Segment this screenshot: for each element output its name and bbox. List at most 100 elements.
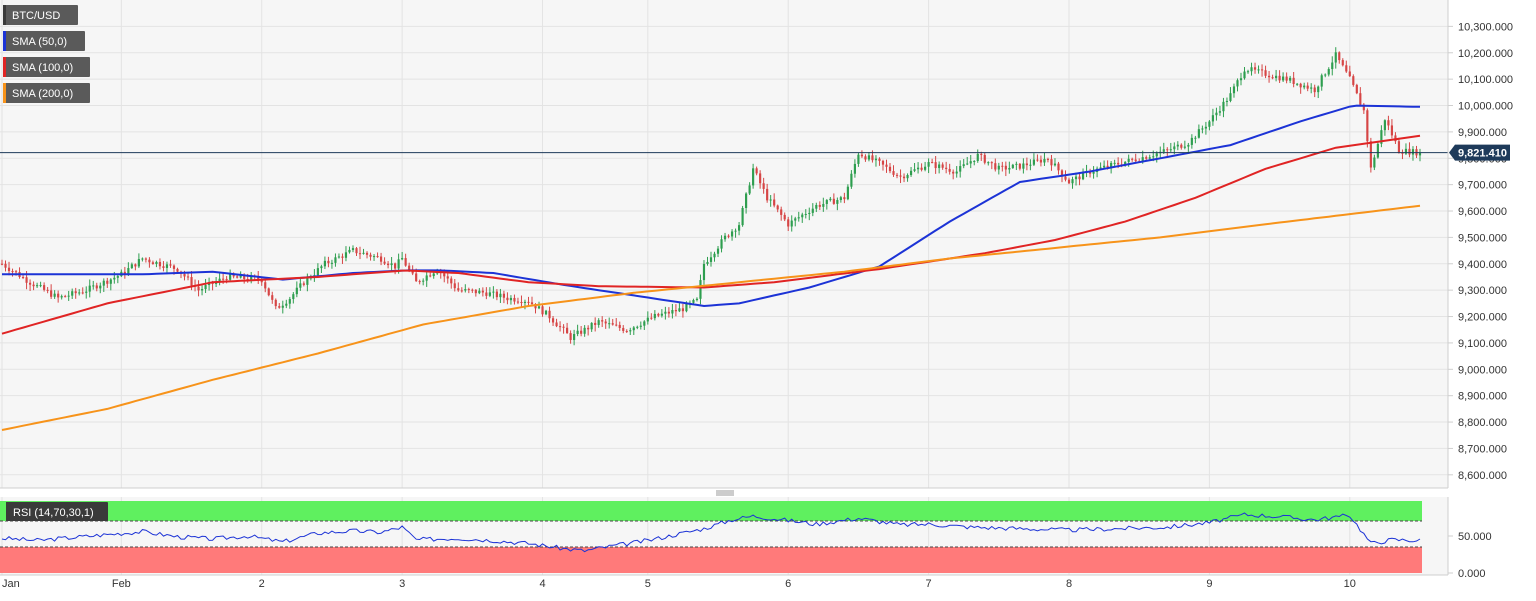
candle-body	[955, 171, 958, 174]
candle-body	[1053, 163, 1057, 166]
sma-line	[1, 204, 1421, 431]
candle-body	[1253, 67, 1257, 70]
candle-body	[927, 162, 930, 167]
candle-body	[864, 156, 867, 160]
candle-body	[741, 207, 744, 226]
x-tick-label: Feb	[112, 578, 131, 590]
candle-body	[853, 163, 856, 174]
candle-body	[1155, 153, 1158, 157]
candle-body	[681, 308, 685, 312]
candle-body	[260, 279, 263, 283]
rsi-line-group	[1, 512, 1421, 553]
candle-body	[200, 289, 204, 291]
legend-rsi[interactable]: RSI (14,70,30,1)	[3, 502, 108, 521]
candle-body	[562, 326, 565, 328]
candle-body	[502, 293, 506, 298]
legend-sma-200[interactable]: SMA (200,0)	[3, 83, 90, 103]
candle-body	[513, 297, 516, 302]
candle-body	[1067, 179, 1071, 184]
candle-body	[723, 235, 727, 240]
candle-body	[506, 297, 509, 301]
candle-body	[144, 258, 147, 260]
candle-body	[1345, 65, 1348, 72]
candle-body	[32, 284, 35, 287]
candle-body	[769, 199, 772, 201]
candle-body	[983, 154, 986, 163]
legend-sma-100[interactable]: SMA (100,0)	[3, 57, 90, 77]
x-tick-label: 8	[1066, 578, 1072, 590]
candle-body	[924, 166, 927, 170]
candle-body	[1229, 93, 1232, 101]
y-tick-label: 10,200.000	[1458, 48, 1513, 60]
candle-body	[1338, 52, 1341, 61]
candle-body	[1418, 152, 1422, 156]
legend-btcusd[interactable]: BTC/USD	[3, 5, 78, 25]
candle-body	[1060, 170, 1064, 177]
candle-body	[28, 282, 32, 285]
candle-body	[818, 204, 821, 207]
candle-body	[485, 292, 488, 296]
candle-body	[601, 320, 604, 322]
last-price-label: 9,821.410	[1458, 148, 1507, 160]
candle-body	[1271, 77, 1274, 79]
candle-body	[829, 198, 832, 201]
candle-body	[822, 203, 825, 207]
candle-body	[7, 267, 11, 272]
candle-body	[839, 197, 842, 201]
candle-body	[667, 311, 670, 314]
candle-body	[1011, 164, 1014, 168]
candle-body	[1197, 129, 1200, 138]
candle-body	[67, 295, 70, 297]
candle-body	[594, 322, 597, 325]
legend-sma-50[interactable]: SMA (50,0)	[3, 31, 85, 51]
pane-splitter-handle[interactable]	[716, 490, 734, 496]
candle-body	[674, 310, 677, 312]
candle-body	[78, 292, 81, 294]
y-tick-label: 9,000.000	[1458, 364, 1507, 376]
candle-body	[699, 280, 702, 299]
candle-body	[11, 271, 14, 273]
candle-body	[474, 289, 477, 294]
candle-body	[46, 289, 49, 291]
candle-body	[1078, 176, 1081, 180]
candle-body	[615, 324, 618, 326]
y-tick-label: 9,600.000	[1458, 206, 1507, 218]
candle-body	[895, 174, 899, 176]
sma-line	[2, 104, 1421, 308]
candle-body	[288, 299, 291, 304]
x-tick-labels: Jan Feb 2 3 4 5 6 7 8 9 10	[2, 578, 1356, 590]
candle-body	[604, 321, 607, 324]
candle-body	[186, 276, 190, 278]
candle-body	[1039, 159, 1043, 163]
candle-body	[713, 253, 716, 258]
candle-body	[1215, 112, 1218, 116]
candle-body	[25, 277, 28, 283]
candle-body	[948, 168, 951, 172]
candle-body	[281, 305, 284, 308]
candle-body	[316, 268, 319, 276]
candle-body	[1404, 148, 1408, 154]
candle-body	[1117, 162, 1120, 165]
candle-body	[39, 285, 42, 287]
candle-body	[1275, 75, 1278, 79]
candle-body	[902, 176, 906, 179]
candle-body	[99, 285, 102, 289]
candle-body	[1236, 80, 1239, 87]
rsi-oversold-zone	[0, 547, 1422, 573]
candle-body	[730, 231, 734, 237]
candle-body	[1408, 148, 1411, 155]
candle-body	[909, 170, 913, 176]
candle-body	[709, 257, 713, 262]
candle-body	[815, 204, 818, 209]
candle-body	[408, 265, 411, 270]
indicator-legend: BTC/USD SMA (50,0) SMA (100,0) SMA (200,…	[3, 5, 108, 521]
candle-body	[920, 167, 923, 170]
candle-body	[1289, 77, 1292, 81]
x-tick-label: 5	[645, 578, 651, 590]
candle-body	[1246, 71, 1250, 73]
candle-body	[773, 199, 776, 206]
candle-body	[481, 290, 484, 293]
candle-body	[720, 239, 723, 249]
